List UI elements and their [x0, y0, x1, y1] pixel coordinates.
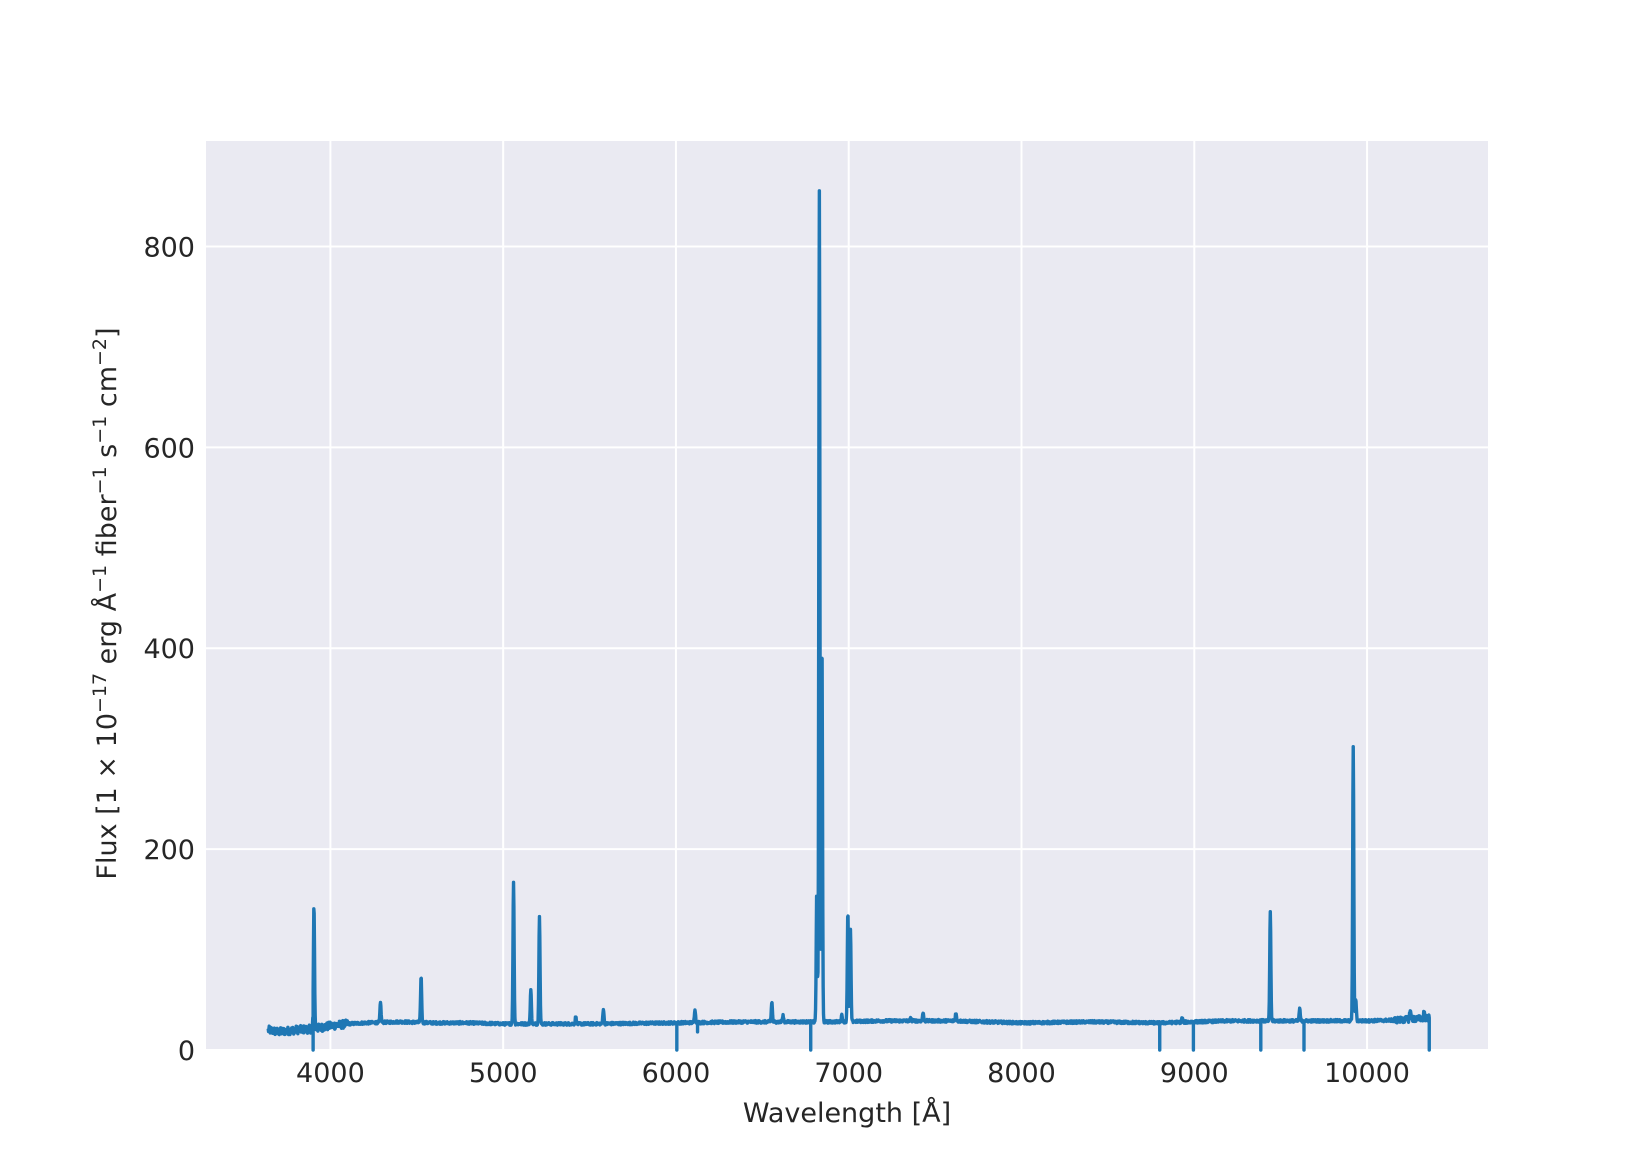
x-tick-label: 8000 [987, 1058, 1056, 1089]
flux-series-line [266, 189, 1431, 1052]
x-tick-label: 9000 [1160, 1058, 1229, 1089]
y-tick-label: 200 [143, 835, 195, 866]
y-tick-label: 400 [143, 634, 195, 665]
x-tick-labels: 4000 5000 6000 7000 8000 9000 10000 [296, 1058, 1410, 1089]
grid-lines [206, 141, 1488, 1051]
x-tick-label: 5000 [469, 1058, 538, 1089]
x-tick-label: 7000 [814, 1058, 883, 1089]
x-tick-label: 4000 [296, 1058, 365, 1089]
axes-background [206, 141, 1488, 1050]
x-tick-label: 6000 [642, 1058, 711, 1089]
y-axis-label: Flux [1 × 10−17 erg Å−1 fiber−1 s−1 cm−2… [89, 327, 123, 879]
y-tick-label: 600 [143, 433, 195, 464]
series-layer [266, 189, 1431, 1052]
x-axis-label: Wavelength [Å] [743, 1097, 951, 1129]
y-tick-label: 800 [143, 232, 195, 263]
x-tick-label: 10000 [1324, 1058, 1410, 1089]
y-tick-label: 0 [178, 1036, 195, 1067]
y-tick-labels: 0 200 400 600 800 [143, 232, 195, 1067]
